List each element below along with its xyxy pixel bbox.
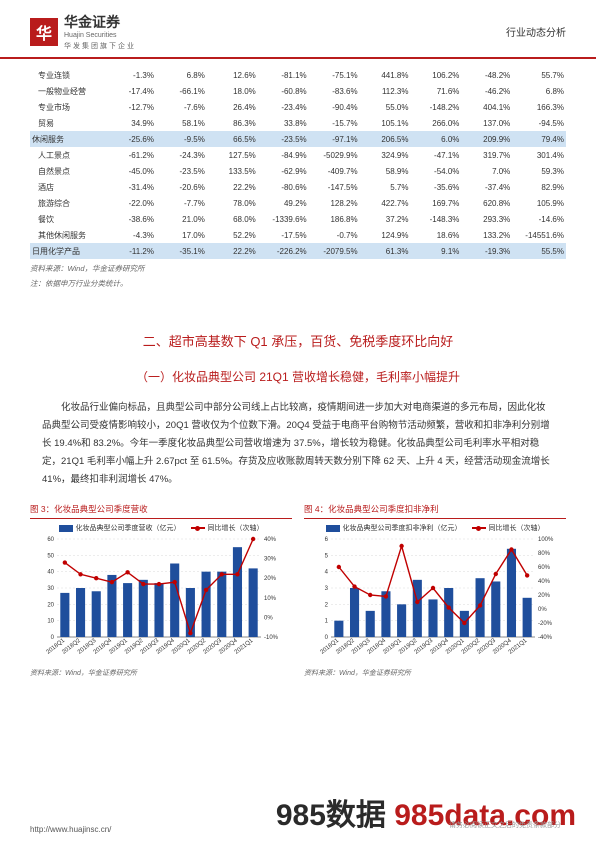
svg-text:2021Q1: 2021Q1	[508, 638, 529, 656]
svg-text:100%: 100%	[538, 537, 554, 543]
svg-text:40: 40	[47, 570, 54, 576]
svg-text:0%: 0%	[538, 607, 547, 613]
data-table-container: 专业连锁-1.3%6.8%12.6%-81.1%-75.1%441.8%106.…	[0, 59, 596, 261]
svg-text:10%: 10%	[264, 596, 277, 602]
chart-left-svg: 0102030405060-10%0%10%20%30%40%2018Q1201…	[30, 535, 292, 665]
logo: 华 华金证券 Huajin Securities 华发集团旗下企业	[30, 12, 136, 51]
table-source: 资料来源：Wind，华金证券研究所	[0, 261, 596, 276]
sector-performance-table: 专业连锁-1.3%6.8%12.6%-81.1%-75.1%441.8%106.…	[30, 67, 566, 259]
svg-text:0%: 0%	[264, 616, 273, 622]
table-note: 注：依据申万行业分类统计。	[0, 276, 596, 313]
svg-text:4: 4	[325, 570, 329, 576]
table-row: 贸易34.9%58.1%86.3%33.8%-15.7%105.1%266.0%…	[30, 115, 566, 131]
table-row: 一般物业经营-17.4%-66.1%18.0%-60.8%-83.6%112.3…	[30, 83, 566, 99]
chart-left-source: 资料来源：Wind，华金证券研究所	[30, 668, 292, 678]
footer-disclaimer-hint: 请务必阅读正文之后的免责条款部分	[449, 820, 561, 830]
chart-right-svg: 0123456-40%-20%0%20%40%60%80%100%2018Q12…	[304, 535, 566, 665]
charts-row: 图 3：化妆品典型公司季度营收 化妆品典型公司季度营收（亿元） 同比增长（次轴）…	[0, 489, 596, 678]
table-row: 旅游综合-22.0%-7.7%78.0%49.2%128.2%422.7%169…	[30, 195, 566, 211]
table-row: 休闲服务-25.6%-9.5%66.5%-23.5%-97.1%206.5%6.…	[30, 131, 566, 147]
chart-left-legend: 化妆品典型公司季度营收（亿元） 同比增长（次轴）	[30, 523, 292, 533]
svg-text:3: 3	[325, 586, 329, 592]
svg-text:5: 5	[325, 554, 329, 560]
legend-bar-left: 化妆品典型公司季度营收（亿元）	[76, 523, 181, 533]
page-footer: http://www.huajinsc.cn/ 985数据 985data.co…	[0, 790, 596, 842]
svg-text:30: 30	[47, 586, 54, 592]
logo-mark: 华	[30, 18, 58, 46]
svg-text:30%: 30%	[264, 557, 277, 563]
table-row: 专业连锁-1.3%6.8%12.6%-81.1%-75.1%441.8%106.…	[30, 67, 566, 83]
svg-text:0: 0	[325, 635, 329, 641]
svg-text:-20%: -20%	[538, 621, 553, 627]
svg-text:20%: 20%	[264, 576, 277, 582]
svg-text:40%: 40%	[538, 579, 551, 585]
section-title: 二、超市高基数下 Q1 承压，百货、免税季度环比向好	[0, 331, 596, 350]
svg-text:2: 2	[325, 603, 329, 609]
svg-text:60%: 60%	[538, 565, 551, 571]
chart-right: 图 4：化妆品典型公司季度扣非净利 化妆品典型公司季度扣非净利（亿元） 同比增长…	[304, 503, 566, 678]
subsection-title: （一）化妆品典型公司 21Q1 营收增长稳健，毛利率小幅提升	[0, 368, 596, 385]
svg-text:20%: 20%	[538, 593, 551, 599]
table-row: 其他休闲服务-4.3%17.0%52.2%-17.5%-0.7%124.9%18…	[30, 227, 566, 243]
svg-text:1: 1	[325, 619, 329, 625]
logo-subtitle: 华发集团旗下企业	[64, 41, 136, 51]
doc-type-label: 行业动态分析	[506, 24, 566, 39]
svg-text:80%: 80%	[538, 551, 551, 557]
svg-text:2021Q1: 2021Q1	[234, 638, 255, 656]
chart-left-title: 图 3：化妆品典型公司季度营收	[30, 503, 292, 519]
table-row: 酒店-31.4%-20.6%22.2%-80.6%-147.5%5.7%-35.…	[30, 179, 566, 195]
table-row: 自然景点-45.0%-23.5%133.5%-62.9%-409.7%58.9%…	[30, 163, 566, 179]
table-row: 日用化学产品-11.2%-35.1%22.2%-226.2%-2079.5%61…	[30, 243, 566, 259]
svg-text:50: 50	[47, 554, 54, 560]
legend-bar-right: 化妆品典型公司季度扣非净利（亿元）	[343, 523, 462, 533]
legend-line-right: 同比增长（次轴）	[489, 523, 545, 533]
table-row: 专业市场-12.7%-7.6%26.4%-23.4%-90.4%55.0%-14…	[30, 99, 566, 115]
table-row: 餐饮-38.6%21.0%68.0%-1339.6%186.8%37.2%-14…	[30, 211, 566, 227]
legend-line-left: 同比增长（次轴）	[208, 523, 264, 533]
page-header: 华 华金证券 Huajin Securities 华发集团旗下企业 行业动态分析	[0, 0, 596, 59]
chart-right-title: 图 4：化妆品典型公司季度扣非净利	[304, 503, 566, 519]
logo-name-cn: 华金证券	[64, 12, 136, 32]
svg-text:-40%: -40%	[538, 635, 553, 641]
logo-name-en: Huajin Securities	[64, 32, 136, 39]
svg-text:-10%: -10%	[264, 635, 279, 641]
chart-left: 图 3：化妆品典型公司季度营收 化妆品典型公司季度营收（亿元） 同比增长（次轴）…	[30, 503, 292, 678]
svg-text:40%: 40%	[264, 537, 277, 543]
svg-text:0: 0	[51, 635, 55, 641]
chart-right-legend: 化妆品典型公司季度扣非净利（亿元） 同比增长（次轴）	[304, 523, 566, 533]
svg-text:6: 6	[325, 537, 329, 543]
table-row: 人工景点-61.2%-24.3%127.5%-84.9%-5029.9%324.…	[30, 147, 566, 163]
svg-text:10: 10	[47, 619, 54, 625]
chart-right-source: 资料来源：Wind，华金证券研究所	[304, 668, 566, 678]
svg-text:20: 20	[47, 603, 54, 609]
footer-url: http://www.huajinsc.cn/	[30, 825, 111, 834]
section-paragraph: 化妆品行业偏向标品，且典型公司中部分公司线上占比较高，疫情期间进一步加大对电商渠…	[0, 399, 596, 489]
svg-text:60: 60	[47, 537, 54, 543]
